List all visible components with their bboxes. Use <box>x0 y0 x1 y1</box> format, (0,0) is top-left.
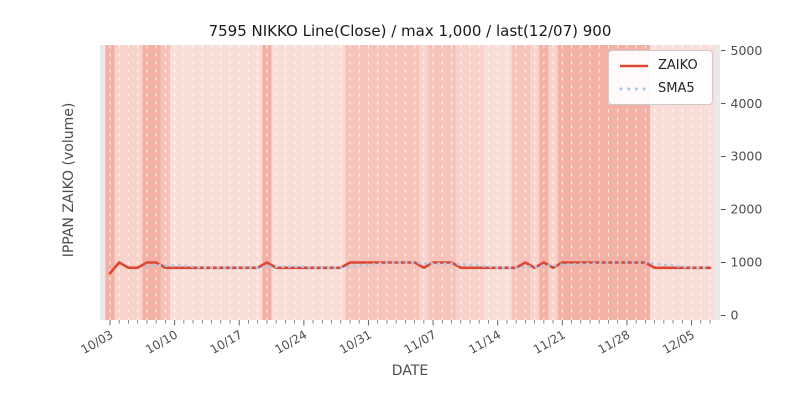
x-tick-label: 10/24 <box>272 327 309 356</box>
legend-item-zaiko: ZAIKO <box>618 58 704 74</box>
y-tick-label: 2000 <box>731 202 763 217</box>
zaiko-line <box>108 261 712 275</box>
legend: ZAIKO SMA5 <box>608 50 713 105</box>
x-tick-label: 10/03 <box>79 327 116 356</box>
legend-item-sma5: SMA5 <box>618 81 704 97</box>
y-axis-label: IPPAN ZAIKO (volume) <box>61 102 77 258</box>
y-tick-label: 1000 <box>731 255 763 270</box>
x-tick-label: 11/21 <box>531 327 568 356</box>
x-tick-label: 12/05 <box>660 327 697 356</box>
zaiko-line-swatch <box>620 64 648 68</box>
y-tick-label: 0 <box>731 308 739 323</box>
x-tick-label: 10/31 <box>337 327 374 356</box>
legend-label-zaiko: ZAIKO <box>658 58 698 73</box>
x-tick-label: 11/14 <box>466 327 503 356</box>
x-tick-label: 11/28 <box>595 327 632 356</box>
x-tick-label: 10/10 <box>143 327 180 356</box>
x-tick-label: 11/07 <box>402 327 439 356</box>
sma5-line-swatch <box>619 87 650 91</box>
chart-title: 7595 NIKKO Line(Close) / max 1,000 / las… <box>208 22 612 40</box>
y-tick-label: 5000 <box>731 43 763 58</box>
x-tick-label: 10/17 <box>208 327 245 356</box>
x-axis-label: DATE <box>391 363 429 379</box>
y-tick-label: 4000 <box>731 96 763 111</box>
legend-label-sma5: SMA5 <box>658 81 695 96</box>
y-tick-label: 3000 <box>731 149 763 164</box>
